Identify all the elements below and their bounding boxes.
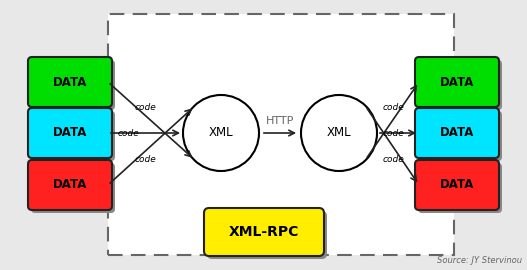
Text: DATA: DATA (53, 127, 87, 140)
Text: code: code (383, 129, 405, 137)
FancyBboxPatch shape (415, 57, 499, 107)
FancyBboxPatch shape (31, 60, 115, 110)
Text: Source: JY Stervinou: Source: JY Stervinou (437, 256, 522, 265)
Text: DATA: DATA (440, 178, 474, 191)
Text: XML: XML (209, 127, 233, 140)
FancyBboxPatch shape (28, 160, 112, 210)
FancyBboxPatch shape (418, 163, 502, 213)
FancyBboxPatch shape (207, 211, 327, 259)
FancyBboxPatch shape (28, 57, 112, 107)
Text: DATA: DATA (440, 127, 474, 140)
FancyBboxPatch shape (31, 163, 115, 213)
Text: XML-RPC: XML-RPC (229, 225, 299, 239)
Text: code: code (383, 103, 405, 113)
Text: XML: XML (327, 127, 352, 140)
FancyBboxPatch shape (415, 108, 499, 158)
FancyBboxPatch shape (204, 208, 324, 256)
Bar (108, 14, 454, 255)
FancyBboxPatch shape (415, 160, 499, 210)
Circle shape (183, 95, 259, 171)
Circle shape (301, 95, 377, 171)
Text: DATA: DATA (53, 76, 87, 89)
FancyBboxPatch shape (28, 108, 112, 158)
Text: code: code (135, 156, 157, 164)
Text: DATA: DATA (440, 76, 474, 89)
Text: HTTP: HTTP (266, 116, 294, 126)
Text: code: code (383, 156, 405, 164)
FancyBboxPatch shape (418, 111, 502, 161)
Text: DATA: DATA (53, 178, 87, 191)
FancyBboxPatch shape (31, 111, 115, 161)
Text: code: code (118, 129, 140, 137)
Text: code: code (135, 103, 157, 113)
FancyBboxPatch shape (418, 60, 502, 110)
